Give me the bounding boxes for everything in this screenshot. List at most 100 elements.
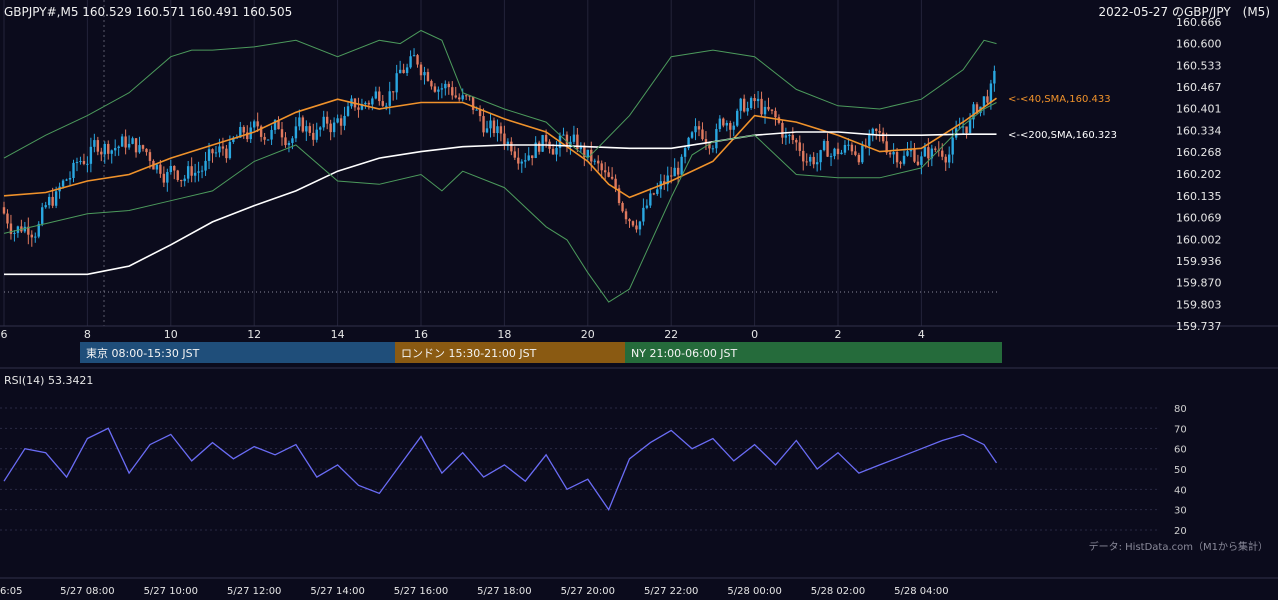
session-label: NY 21:00-06:00 JST — [631, 347, 738, 360]
candle-body — [781, 122, 784, 138]
candle-body — [840, 152, 843, 155]
candle-body — [364, 102, 367, 105]
hour-tick-label: 20 — [581, 328, 595, 341]
candle-body — [343, 115, 346, 126]
candle-body — [416, 55, 419, 65]
candle-body — [9, 223, 13, 234]
candle-body — [875, 128, 878, 131]
price-tick-label: 160.002 — [1176, 233, 1222, 246]
candle-body — [478, 109, 482, 117]
time-tick-label: 5/27 16:00 — [394, 586, 448, 597]
candle-body — [680, 156, 683, 175]
candle-body — [468, 95, 471, 97]
candle-body — [13, 232, 16, 234]
price-axis: 160.666 160.600 160.533 160.467 160.401 160.3… — [0, 16, 1222, 597]
candle-body — [37, 223, 40, 237]
candle-body — [645, 205, 649, 208]
candle-body — [419, 64, 423, 76]
candle-body — [635, 225, 638, 230]
candle-body — [878, 130, 881, 133]
candle-body — [298, 117, 301, 127]
candle-body — [913, 148, 916, 162]
candle-body — [214, 152, 218, 154]
candle-body — [127, 143, 131, 148]
candle-body — [850, 144, 854, 152]
candle-body — [829, 156, 833, 158]
candle-body — [253, 121, 256, 128]
candle-body — [871, 128, 874, 135]
candle-body — [100, 151, 103, 155]
price-tick-label: 160.467 — [1176, 81, 1222, 94]
candle-body — [742, 98, 746, 112]
candle-body — [857, 154, 861, 163]
candle-body — [763, 106, 767, 115]
candle-body — [944, 156, 947, 163]
candle-body — [398, 69, 402, 74]
candle-body — [183, 178, 186, 182]
rsi-tick-label: 60 — [1174, 445, 1187, 456]
candle-body — [270, 129, 273, 140]
candle-body — [760, 98, 763, 115]
candle-body — [610, 176, 614, 179]
candle-body — [861, 145, 864, 163]
candle-body — [670, 175, 673, 177]
candle-body — [124, 136, 127, 148]
candle-body — [79, 161, 82, 163]
candle-body — [444, 83, 447, 89]
time-tick-label: 5/28 04:00 — [894, 586, 948, 597]
candle-body — [847, 144, 850, 146]
candle-body — [280, 129, 284, 138]
candle-body — [902, 155, 906, 164]
candle-body — [975, 104, 979, 113]
candle-body — [138, 145, 141, 153]
ma-label: <-<40,SMA,160.433 — [1008, 94, 1111, 105]
candle-body — [986, 96, 989, 103]
candle-body — [159, 164, 162, 174]
candle-body — [586, 149, 589, 158]
candle-body — [458, 97, 461, 100]
candle-body — [41, 207, 44, 224]
candle-body — [294, 126, 298, 139]
candle-body — [736, 110, 739, 126]
rsi-tick-label: 20 — [1174, 526, 1187, 537]
candle-body — [464, 95, 468, 97]
candle-body — [322, 116, 325, 128]
candle-body — [381, 101, 384, 106]
candle-body — [291, 138, 294, 143]
candle-body — [815, 162, 819, 165]
series-line-bb-lower — [3, 102, 997, 303]
candle-body — [75, 162, 79, 164]
candle-body — [173, 165, 176, 171]
candle-body — [312, 132, 315, 140]
time-tick-label: 5/27 12:00 — [227, 586, 281, 597]
candle-body — [315, 129, 318, 140]
candle-body — [697, 126, 701, 130]
candle-body — [673, 167, 676, 177]
candle-body — [492, 120, 496, 134]
candle-body — [812, 156, 815, 165]
price-tick-label: 160.533 — [1176, 60, 1222, 73]
candle-body — [114, 148, 117, 151]
candle-body — [332, 122, 336, 133]
session-label: 東京 08:00-15:30 JST — [86, 346, 200, 360]
price-tick-label: 159.870 — [1176, 276, 1222, 289]
candle-body — [68, 177, 72, 180]
candle-body — [305, 126, 308, 132]
candle-body — [941, 150, 944, 157]
candle-body — [162, 173, 166, 183]
candle-body — [96, 140, 100, 152]
candle-body — [885, 141, 888, 153]
candle-body — [513, 151, 517, 158]
candle-body — [319, 127, 322, 130]
indicator-lines: <-<40,SMA,160.433 <-<200,SMA,160.323 — [3, 29, 1117, 303]
candle-body — [357, 107, 360, 110]
series-line-40-sma — [3, 97, 997, 199]
candle-body — [200, 170, 204, 172]
time-tick-label: 5/28 02:00 — [811, 586, 865, 597]
candle-body — [843, 144, 847, 153]
price-tick-label: 160.401 — [1176, 103, 1222, 116]
session-block — [395, 342, 625, 363]
price-tick-label: 160.202 — [1176, 168, 1222, 181]
candle-body — [141, 145, 145, 149]
candles — [2, 48, 996, 247]
